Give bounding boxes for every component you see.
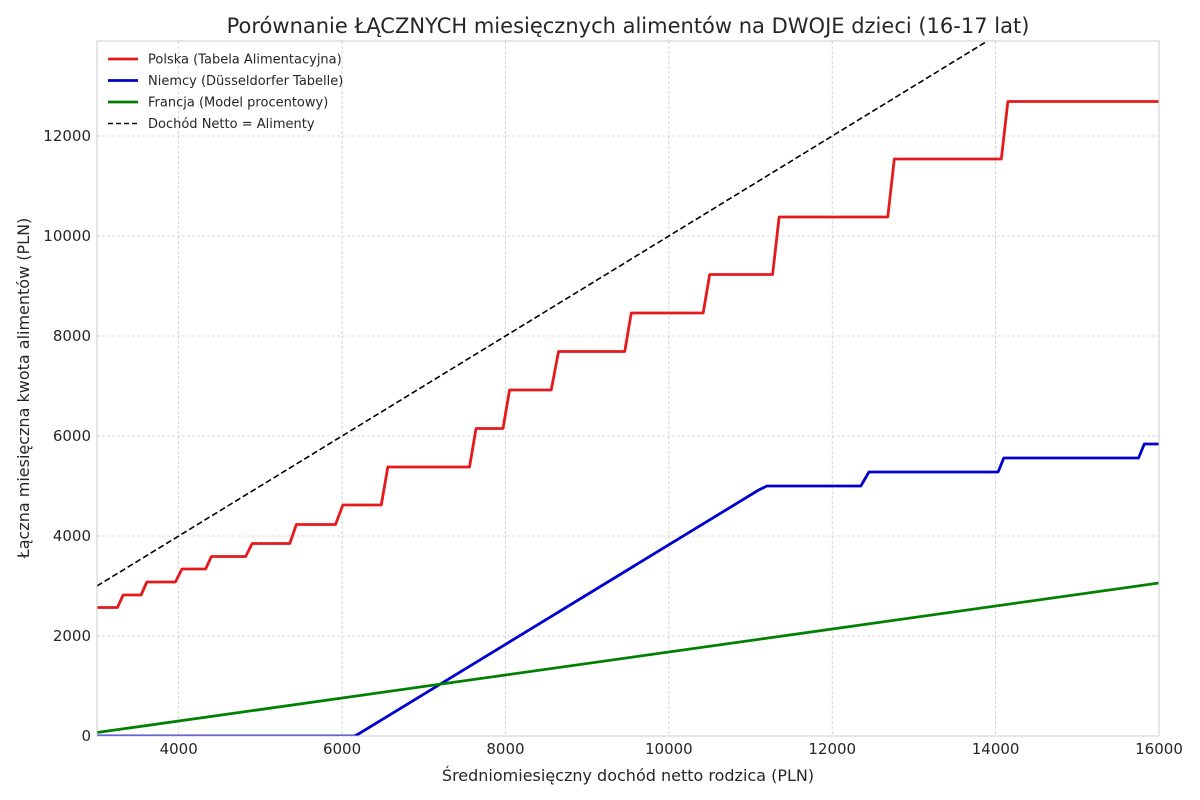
- x-tick-label: 14000: [972, 740, 1020, 758]
- x-tick-label: 6000: [323, 740, 361, 758]
- y-tick-label: 4000: [53, 527, 91, 545]
- series-line-2: [97, 581, 1159, 734]
- y-tick-label: 6000: [53, 427, 91, 445]
- x-tick-label: 8000: [486, 740, 524, 758]
- y-axis-label: Łączna miesięczna kwota alimentów (PLN): [14, 218, 33, 560]
- series-layer: [97, 41, 1159, 736]
- series-line-0: [97, 100, 1159, 609]
- legend-label: Niemcy (Düsseldorfer Tabelle): [148, 74, 343, 89]
- legend-label: Dochód Netto = Alimenty: [148, 117, 315, 132]
- legend-label: Francja (Model procentowy): [148, 96, 328, 111]
- y-tick-label: 0: [81, 727, 91, 745]
- y-tick-label: 10000: [43, 227, 91, 245]
- series-line-1: [97, 442, 1159, 736]
- legend: Polska (Tabela Alimentacyjna) Niemcy (Düs…: [108, 53, 343, 132]
- chart-title: Porównanie ŁĄCZNYCH miesięcznych aliment…: [227, 14, 1030, 38]
- y-tick-label: 2000: [53, 627, 91, 645]
- x-tick-label: 10000: [645, 740, 693, 758]
- series-line-3: [97, 41, 989, 587]
- x-tick-label: 12000: [808, 740, 856, 758]
- x-tick-label: 16000: [1135, 740, 1183, 758]
- grid: [97, 41, 1160, 737]
- tick-labels: 4000 6000 8000 10000 12000 14000 16000 0 2000 400…: [43, 127, 1183, 758]
- y-tick-label: 12000: [43, 127, 91, 145]
- legend-label: Polska (Tabela Alimentacyjna): [148, 53, 342, 68]
- x-axis-label: Średniomiesięczny dochód netto rodzica (…: [442, 766, 814, 785]
- y-tick-label: 8000: [53, 327, 91, 345]
- x-tick-label: 4000: [160, 740, 198, 758]
- plot-frame: [96, 40, 1160, 737]
